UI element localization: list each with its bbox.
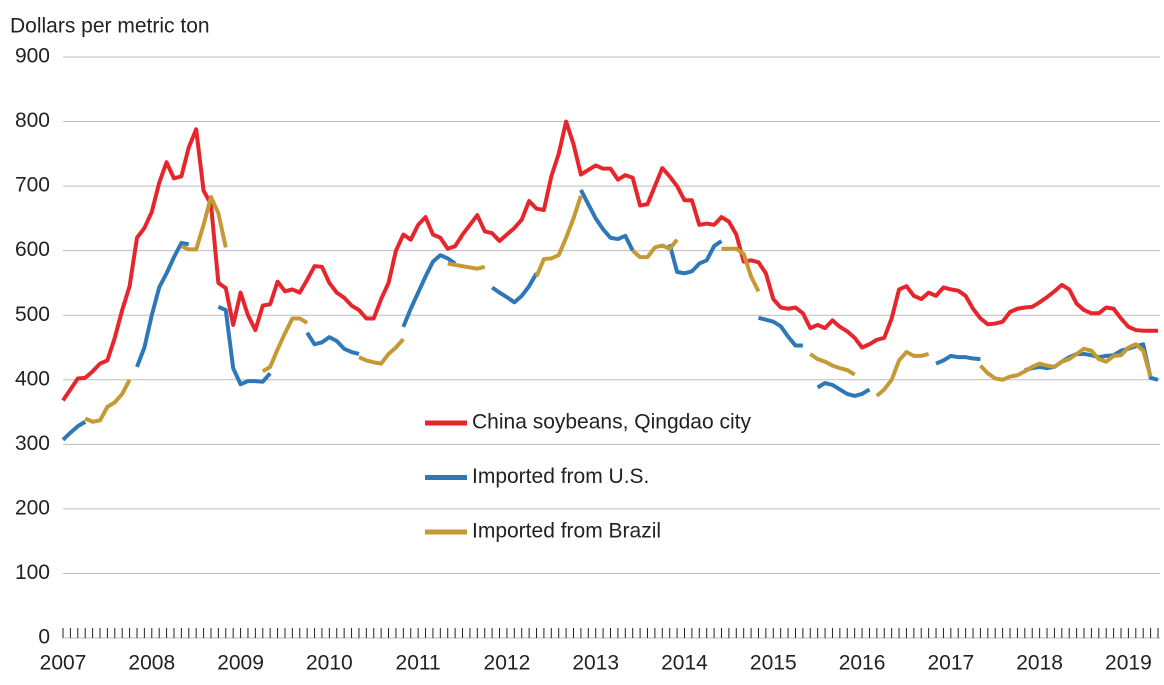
series-line	[61, 189, 1159, 442]
x-tick-label: 2017	[927, 652, 974, 675]
y-tick-label: 0	[38, 626, 50, 649]
y-tick-label: 600	[15, 238, 50, 261]
y-tick-label: 800	[15, 109, 50, 132]
legend-label: Imported from Brazil	[472, 520, 661, 543]
x-tick-label: 2019	[1105, 652, 1152, 675]
x-tick-label: 2013	[572, 652, 619, 675]
x-tick-label: 2011	[396, 652, 441, 675]
x-tick-label: 2015	[750, 652, 797, 675]
series-line	[61, 119, 1158, 402]
y-tick-label: 500	[15, 303, 50, 326]
y-tick-label: 700	[15, 174, 50, 197]
x-tick-label: 2010	[306, 652, 353, 675]
legend-label: China soybeans, Qingdao city	[472, 411, 751, 434]
x-tick-label: 2018	[1016, 652, 1063, 675]
x-tick-label: 2008	[128, 652, 175, 675]
x-tick-label: 2012	[484, 652, 531, 675]
x-tick-label: 2009	[217, 652, 264, 675]
y-tick-label: 200	[15, 496, 50, 519]
x-tick-label: 2007	[40, 652, 87, 675]
y-axis-label: Dollars per metric ton	[10, 15, 210, 38]
series-line	[84, 195, 1153, 424]
y-tick-label: 300	[15, 432, 50, 455]
y-tick-label: 400	[15, 367, 50, 390]
y-tick-label: 900	[15, 45, 50, 68]
y-tick-label: 100	[15, 561, 50, 584]
legend-label: Imported from U.S.	[472, 465, 649, 488]
x-tick-label: 2016	[839, 652, 886, 675]
x-tick-label: 2014	[661, 652, 708, 675]
